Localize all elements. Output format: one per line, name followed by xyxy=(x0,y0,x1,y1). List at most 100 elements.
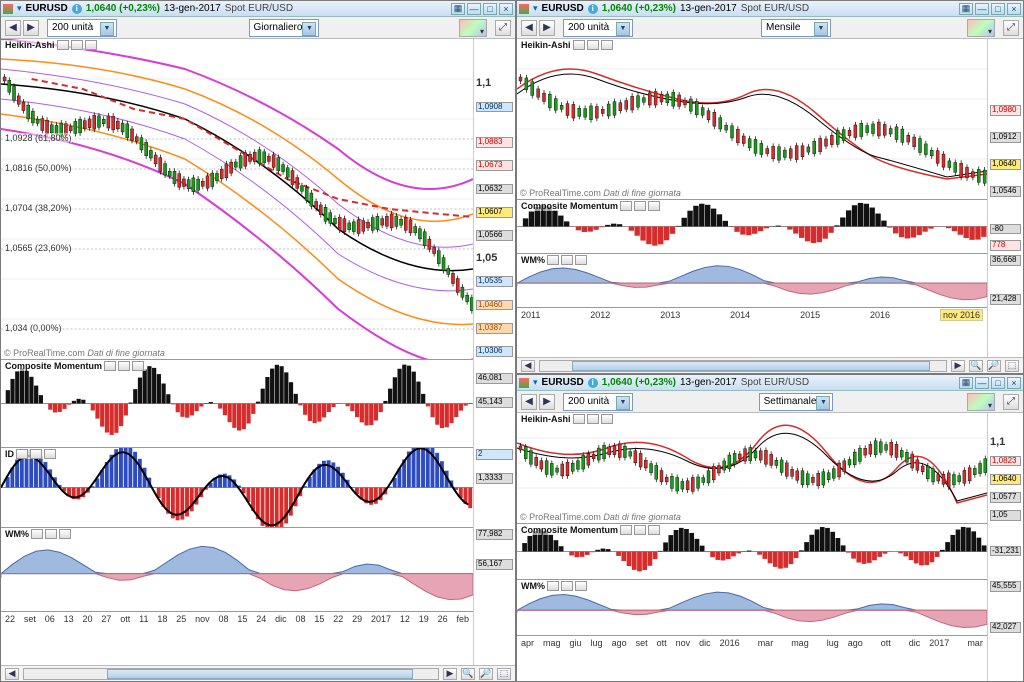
zoom-fit-icon[interactable]: ⬚ xyxy=(497,668,511,680)
wrench-icon[interactable] xyxy=(547,581,559,591)
close-pane-icon[interactable] xyxy=(575,255,587,265)
info-icon[interactable]: i xyxy=(588,4,598,14)
close-pane-icon[interactable] xyxy=(601,40,613,50)
close-pane-icon[interactable] xyxy=(59,529,71,539)
tool-expand-icon[interactable]: ⤢ xyxy=(495,20,511,36)
date: 13-gen-2017 xyxy=(680,3,737,14)
wrench-icon[interactable] xyxy=(57,40,69,50)
scrollbar[interactable] xyxy=(539,360,947,372)
scrollbar[interactable] xyxy=(23,668,439,680)
price: 1,0640 (+0,23%) xyxy=(602,3,676,14)
timeframe-select[interactable]: Mensile xyxy=(761,19,831,37)
scroll-right-icon[interactable]: ▶ xyxy=(443,668,457,680)
price-chart xyxy=(517,39,987,199)
tool-nav-right-icon[interactable]: ▶ xyxy=(539,394,555,410)
pane-price[interactable]: Heikin-Ashi 1,0928 (61,80%)1,0816 (50,00… xyxy=(1,39,473,359)
grid-icon[interactable]: ▦ xyxy=(959,377,973,389)
settings-icon[interactable] xyxy=(561,255,573,265)
zoombar: ◀ ▶ 🔍 🔎 ⬚ xyxy=(517,357,1023,373)
units-select[interactable]: 200 unità xyxy=(563,393,633,411)
info-icon[interactable]: i xyxy=(72,4,82,14)
pane-momentum[interactable]: Composite Momentum xyxy=(1,359,473,447)
tool-nav-right-icon[interactable]: ▶ xyxy=(23,20,39,36)
pane-momentum[interactable]: Composite Momentum xyxy=(517,199,987,253)
tool-nav-left-icon[interactable]: ◀ xyxy=(521,20,537,36)
close-pane-icon[interactable] xyxy=(601,414,613,424)
pane-wm[interactable]: WM% xyxy=(517,579,987,635)
maximize-icon[interactable]: □ xyxy=(991,377,1005,389)
wrench-icon[interactable] xyxy=(620,525,632,535)
wrench-icon[interactable] xyxy=(573,40,585,50)
settings-icon[interactable] xyxy=(561,581,573,591)
close-pane-icon[interactable] xyxy=(132,361,144,371)
timeframe-select[interactable]: Settimanale xyxy=(759,393,834,411)
tool-expand-icon[interactable]: ⤢ xyxy=(1003,394,1019,410)
close-pane-icon[interactable] xyxy=(648,525,660,535)
price-chart xyxy=(1,39,473,359)
close-pane-icon[interactable] xyxy=(85,40,97,50)
close-icon[interactable]: × xyxy=(1007,377,1021,389)
grid-icon[interactable]: ▦ xyxy=(451,3,465,15)
price: 1,0640 (+0,23%) xyxy=(602,377,676,388)
minimize-icon[interactable]: — xyxy=(975,377,989,389)
zoom-fit-icon[interactable]: ⬚ xyxy=(1005,360,1019,372)
settings-icon[interactable] xyxy=(45,529,57,539)
chart-style-button[interactable] xyxy=(967,19,995,37)
zoom-out-icon[interactable]: 🔍 xyxy=(461,668,475,680)
wrench-icon[interactable] xyxy=(620,201,632,211)
toolbar: ◀ ▶ 200 unità Mensile ⤢ xyxy=(517,17,1023,39)
zoom-out-icon[interactable]: 🔍 xyxy=(969,360,983,372)
units-select[interactable]: 200 unità xyxy=(563,19,633,37)
maximize-icon[interactable]: □ xyxy=(483,3,497,15)
close-pane-icon[interactable] xyxy=(44,449,56,459)
pane-wm[interactable]: WM% xyxy=(1,527,473,611)
settings-icon[interactable] xyxy=(634,201,646,211)
close-icon[interactable]: × xyxy=(499,3,513,15)
dropdown-icon[interactable]: ▾ xyxy=(533,377,538,388)
tool-nav-right-icon[interactable]: ▶ xyxy=(539,20,555,36)
scroll-left-icon[interactable]: ◀ xyxy=(521,360,535,372)
chart-style-button[interactable] xyxy=(967,393,995,411)
tool-nav-left-icon[interactable]: ◀ xyxy=(5,20,21,36)
close-icon[interactable]: × xyxy=(1007,3,1021,15)
y-axis: 1,11,09081,08831,06731,06321,06071,05661… xyxy=(473,39,515,665)
zoom-in-icon[interactable]: 🔎 xyxy=(987,360,1001,372)
pane-price[interactable]: Heikin-Ashi © ProRealTime.com Dati di fi… xyxy=(517,39,987,199)
y-axis: 1,09801,09121,06401,0546 -80778 36,66821… xyxy=(987,39,1023,357)
grid-icon[interactable]: ▦ xyxy=(959,3,973,15)
pane-price[interactable]: Heikin-Ashi © ProRealTime.com Dati di fi… xyxy=(517,413,987,523)
settings-icon[interactable] xyxy=(118,361,130,371)
timeframe-select[interactable]: Giornaliero xyxy=(249,19,320,37)
pane-id[interactable]: ID xyxy=(1,447,473,527)
info-icon[interactable]: i xyxy=(588,378,598,388)
wrench-icon[interactable] xyxy=(573,414,585,424)
dropdown-icon[interactable]: ▾ xyxy=(17,3,22,14)
pane-momentum[interactable]: Composite Momentum xyxy=(517,523,987,579)
minimize-icon[interactable]: — xyxy=(975,3,989,15)
maximize-icon[interactable]: □ xyxy=(991,3,1005,15)
scroll-left-icon[interactable]: ◀ xyxy=(5,668,19,680)
panel-weekly: ▾ EURUSD i 1,0640 (+0,23%) 13-gen-2017 S… xyxy=(516,374,1024,682)
dropdown-icon[interactable]: ▾ xyxy=(533,3,538,14)
titlebar: ▾ EURUSD i 1,0640 (+0,23%) 13-gen-2017 S… xyxy=(517,1,1023,17)
close-pane-icon[interactable] xyxy=(648,201,660,211)
tool-nav-left-icon[interactable]: ◀ xyxy=(521,394,537,410)
settings-icon[interactable] xyxy=(587,40,599,50)
wrench-icon[interactable] xyxy=(547,255,559,265)
settings-icon[interactable] xyxy=(30,449,42,459)
settings-icon[interactable] xyxy=(587,414,599,424)
units-select[interactable]: 200 unità xyxy=(47,19,117,37)
pane-wm[interactable]: WM% xyxy=(517,253,987,307)
close-pane-icon[interactable] xyxy=(575,581,587,591)
momentum-chart xyxy=(1,360,473,447)
chart-style-button[interactable] xyxy=(459,19,487,37)
tool-expand-icon[interactable]: ⤢ xyxy=(1003,20,1019,36)
settings-icon[interactable] xyxy=(71,40,83,50)
settings-icon[interactable] xyxy=(634,525,646,535)
wrench-icon[interactable] xyxy=(31,529,43,539)
scroll-right-icon[interactable]: ▶ xyxy=(951,360,965,372)
wrench-icon[interactable] xyxy=(16,449,28,459)
wrench-icon[interactable] xyxy=(104,361,116,371)
minimize-icon[interactable]: — xyxy=(467,3,481,15)
zoom-in-icon[interactable]: 🔎 xyxy=(479,668,493,680)
